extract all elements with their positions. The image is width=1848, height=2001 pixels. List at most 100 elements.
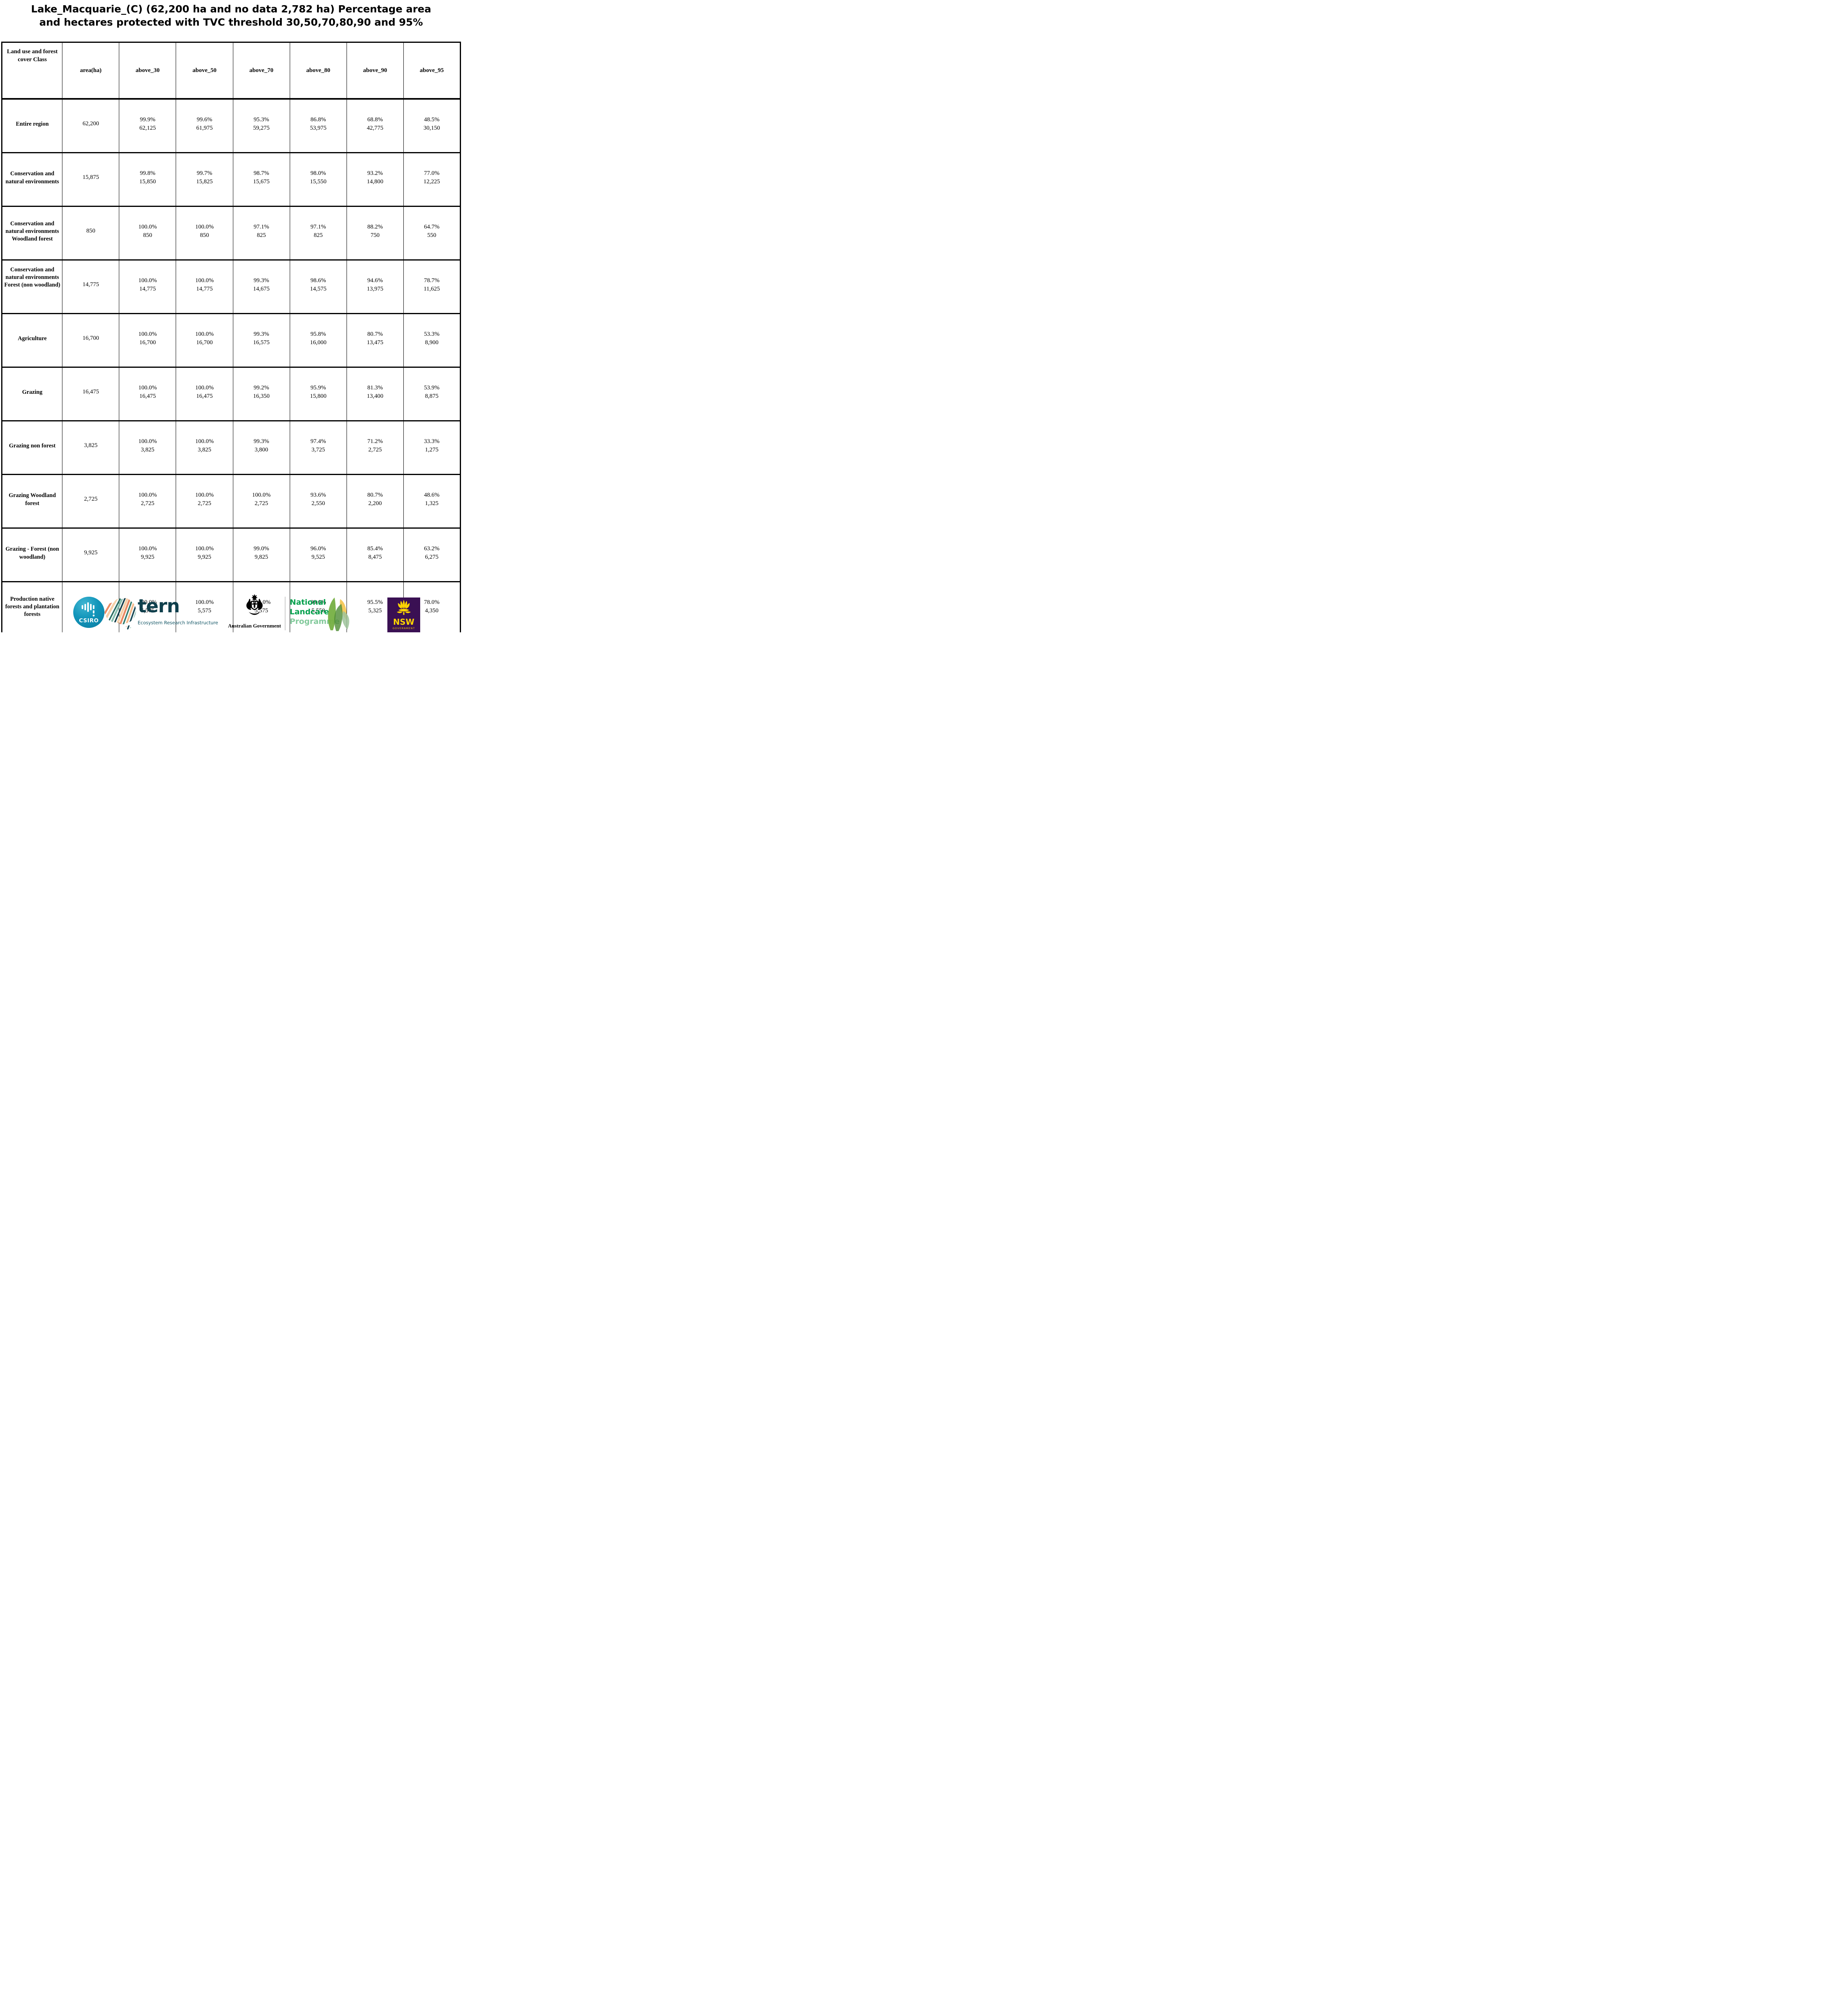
row-label: Grazing non forest — [9, 442, 56, 449]
threshold-cell: 99.6% 61,975 — [176, 98, 233, 153]
percent-value: 95.5% — [367, 599, 383, 606]
table-row: Grazing Woodland forest 2,725 100.0% 2,725 1… — [1, 474, 461, 529]
threshold-cell: 97.4% 3,725 — [289, 420, 347, 475]
threshold-cell: 99.3% 16,575 — [233, 313, 290, 368]
hectares-value: 5,575 — [255, 607, 268, 614]
area-cell: 62,200 — [62, 98, 120, 153]
hectares-value: 2,200 — [368, 500, 382, 507]
csiro-waveform-icon — [82, 602, 95, 617]
hectares-value: 9,925 — [198, 553, 211, 560]
hectares-value: 13,475 — [367, 339, 383, 346]
page-title-line1: Lake_Macquarie_(C) (62,200 ha and no dat… — [31, 3, 431, 15]
threshold-cell: 53.3% 8,900 — [403, 313, 461, 368]
threshold-cell: 99.2% 16,350 — [233, 367, 290, 421]
tern-australia-map-icon — [104, 598, 136, 630]
hectares-value: 1,325 — [425, 500, 439, 507]
threshold-cell: 100.0% 2,725 — [119, 474, 176, 529]
hectares-value: 8,475 — [368, 553, 382, 560]
table-header-row: Land use and forest cover Class area(ha) a… — [1, 42, 461, 100]
table-row: Conservation and natural environments 15,… — [1, 152, 461, 207]
threshold-cell: 95.8% 16,000 — [289, 313, 347, 368]
nsw-logo-word: NSW — [393, 617, 415, 627]
row-label-cell: Production native forests and plantation… — [1, 581, 63, 632]
hectares-value: 16,700 — [139, 339, 156, 346]
table-row: Conservation and natural environments Wo… — [1, 206, 461, 261]
threshold-cell: 99.9% 62,125 — [119, 98, 176, 153]
australian-government-crest-icon — [246, 594, 263, 615]
threshold-cell: 100.0% 9,925 — [176, 527, 233, 582]
percent-value: 53.9% — [424, 384, 440, 391]
percent-value: 85.4% — [367, 545, 383, 552]
hectares-value: 14,775 — [196, 285, 213, 292]
table-row: Grazing 16,475 100.0% 16,475 100.0% 16,475 99.… — [1, 367, 461, 421]
column-header-above-80: above_80 — [289, 42, 347, 100]
percent-value: 100.0% — [195, 438, 214, 445]
threshold-cell: 100.0% 3,825 — [119, 420, 176, 475]
row-label: Grazing Woodland forest — [8, 492, 56, 507]
percent-value: 100.0% — [138, 331, 157, 337]
percent-value: 95.8% — [310, 331, 326, 337]
percent-value: 93.6% — [310, 491, 326, 498]
page-title-line2: and hectares protected with TVC threshol… — [39, 16, 423, 28]
percent-value: 100.0% — [138, 491, 157, 498]
percent-value: 99.3% — [253, 438, 269, 445]
threshold-cell: 100.0% 16,700 — [119, 313, 176, 368]
percent-value: 81.3% — [367, 384, 383, 391]
hectares-value: 15,850 — [139, 178, 156, 185]
threshold-cell: 93.6% 2,550 — [289, 474, 347, 529]
threshold-cell: 99.3% 14,675 — [233, 259, 290, 314]
column-header-area-ha: area(ha) — [62, 42, 120, 100]
nsw-logo-subtext: GOVERNMENT — [392, 627, 415, 630]
threshold-cell: 100.0% 3,825 — [176, 420, 233, 475]
area-cell: 9,925 — [62, 527, 120, 582]
threshold-cell: 81.3% 13,400 — [346, 367, 404, 421]
area-cell: 15,875 — [62, 152, 120, 207]
percent-value: 99.8% — [140, 170, 156, 176]
hectares-value: 61,975 — [196, 124, 213, 131]
area-cell: 850 — [62, 206, 120, 261]
hectares-value: 6,275 — [425, 553, 439, 560]
hectares-value: 3,825 — [141, 446, 154, 453]
hectares-value: 3,825 — [198, 446, 211, 453]
hectares-value: 5,550 — [311, 607, 325, 614]
threshold-cell: 100.0% 16,700 — [176, 313, 233, 368]
threshold-cell: 64.7% 550 — [403, 206, 461, 261]
percent-value: 99.3% — [253, 331, 269, 337]
hectares-value: 14,675 — [253, 285, 270, 292]
percent-value: 100.0% — [195, 599, 214, 606]
hectares-value: 15,800 — [310, 393, 327, 399]
percent-value: 98.0% — [310, 170, 326, 176]
hectares-value: 15,550 — [310, 178, 327, 185]
threshold-cell: 33.3% 1,275 — [403, 420, 461, 475]
tern-logo: tern Ecosystem Research Infrastructure — [138, 597, 218, 626]
hectares-value: 9,925 — [141, 553, 154, 560]
area-cell: 2,725 — [62, 474, 120, 529]
threshold-cell: 63.2% 6,275 — [403, 527, 461, 582]
hectares-value: 16,700 — [196, 339, 213, 346]
threshold-cell: 93.2% 14,800 — [346, 152, 404, 207]
threshold-cell: 100.0% 16,475 — [176, 367, 233, 421]
percent-value: 77.0% — [424, 170, 440, 176]
threshold-cell: 97.1% 825 — [233, 206, 290, 261]
csiro-logo: CSIRO — [73, 597, 104, 628]
hectares-value: 12,225 — [423, 178, 440, 185]
row-label: Grazing — [22, 389, 42, 395]
threshold-cell: 98.7% 15,675 — [233, 152, 290, 207]
percent-value: 33.3% — [424, 438, 440, 445]
table-row: Conservation and natural environments Fo… — [1, 259, 461, 314]
row-label-cell: Grazing — [1, 367, 63, 421]
hectares-value: 13,400 — [367, 393, 383, 399]
hectares-value: 62,125 — [139, 124, 156, 131]
row-label: Production native forests and plantation… — [5, 595, 60, 618]
percent-value: 80.7% — [367, 331, 383, 337]
percent-value: 97.1% — [310, 223, 326, 230]
percent-value: 99.2% — [253, 384, 269, 391]
percent-value: 71.2% — [367, 438, 383, 445]
australian-government-label: Australian Government — [228, 623, 281, 629]
nsw-government-logo: NSW GOVERNMENT — [387, 597, 420, 632]
hectares-value: 59,275 — [253, 124, 270, 131]
nsw-waratah-icon — [397, 599, 411, 615]
percent-value: 80.7% — [367, 491, 383, 498]
threshold-cell: 95.3% 59,275 — [233, 98, 290, 153]
area-value: 62,200 — [82, 120, 99, 127]
